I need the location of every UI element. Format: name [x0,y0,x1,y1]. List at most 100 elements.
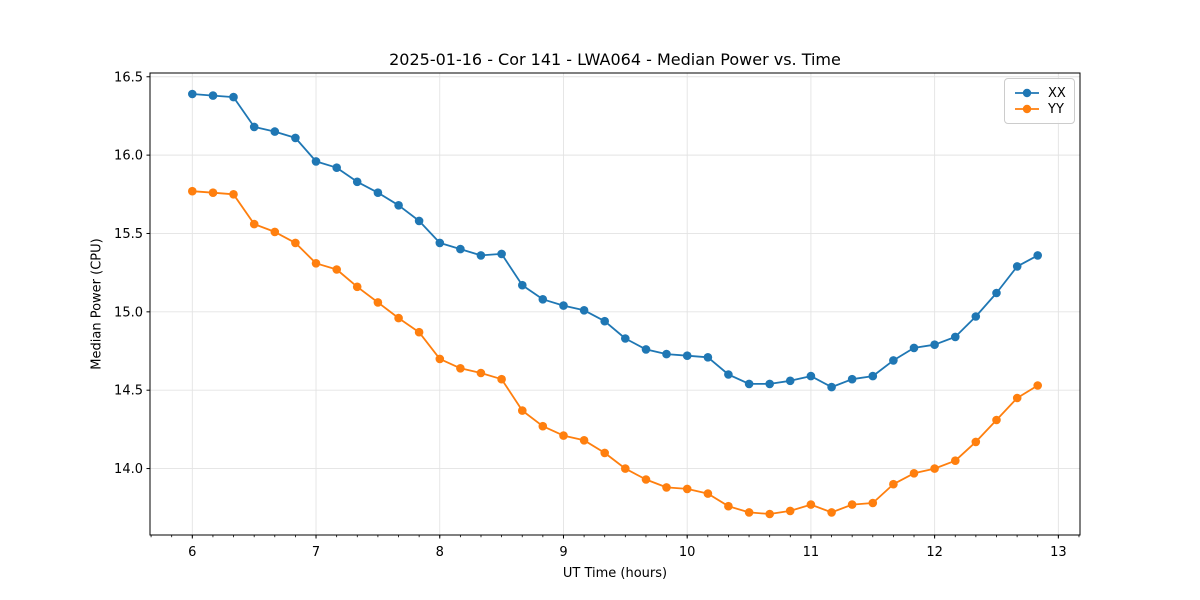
data-point-yy [188,186,197,196]
data-point-yy [641,475,651,484]
legend-label-xx: XX [1048,85,1066,101]
data-point-yy [229,190,238,199]
data-point-yy [208,188,218,197]
data-point-yy [1012,393,1022,403]
line-marker-icon [1015,88,1039,98]
data-point-yy [785,506,795,516]
legend-item-xx: XX [1013,87,1066,100]
data-point-xx [332,163,342,172]
data-point-yy [868,498,878,508]
data-point-yy [600,448,609,458]
data-point-yy [703,489,713,498]
data-point-xx [682,351,692,361]
data-point-yy [827,508,836,517]
data-point-xx [518,280,527,290]
data-point-yy [930,464,939,473]
data-point-xx [1033,251,1042,260]
data-point-xx [559,301,568,310]
data-point-yy [744,508,754,517]
data-point-xx [951,332,960,342]
data-point-yy [394,313,403,323]
data-point-xx [971,312,981,321]
data-point-xx [352,177,362,187]
data-point-yy [538,421,548,431]
data-point-yy [414,327,424,337]
data-point-xx [847,374,857,384]
y-tick-label: 14.0 [114,462,143,477]
series-line-xx [192,93,1039,389]
data-point-xx [579,306,589,315]
x-tick-label: 6 [188,545,196,560]
data-point-xx [868,371,878,381]
data-point-xx [909,343,919,353]
data-point-yy [1033,381,1042,390]
data-point-yy [889,479,898,489]
x-tick-label: 12 [926,545,943,560]
data-point-xx [641,345,651,354]
data-point-yy [682,484,692,494]
data-point-xx [1012,262,1022,271]
y-tick-label: 16.5 [114,70,143,85]
data-point-xx [476,251,486,260]
data-point-yy [847,500,857,509]
data-point-yy [971,437,981,447]
axes-spines [149,72,1081,536]
data-point-yy [352,282,362,292]
y-tick-label: 15.0 [114,305,143,320]
data-point-xx [414,216,424,226]
data-point-yy [909,469,919,478]
data-point-yy [765,509,774,519]
data-point-xx [270,127,280,136]
data-point-yy [579,436,589,445]
data-point-yy [456,364,465,373]
data-point-yy [662,483,671,492]
data-point-yy [806,500,816,509]
legend-label-yy: YY [1048,101,1064,117]
x-tick-label: 10 [679,545,696,560]
data-point-xx [930,340,939,350]
x-tick-label: 8 [436,545,444,560]
y-axis-label: Median Power (CPU) [89,238,105,370]
data-point-xx [229,92,238,102]
data-point-xx [724,370,733,379]
data-point-xx [600,316,609,326]
data-point-xx [662,349,671,359]
data-point-yy [332,265,342,274]
data-point-xx [456,244,465,254]
data-point-yy [497,374,506,384]
data-point-xx [249,122,259,132]
data-point-yy [621,464,630,473]
data-point-xx [703,353,713,362]
data-point-xx [827,382,836,392]
data-point-xx [291,133,300,143]
data-point-yy [559,431,568,440]
x-tick-label: 9 [559,545,567,560]
data-point-xx [208,91,218,100]
data-point-xx [435,238,445,248]
data-point-xx [806,371,816,381]
data-point-xx [744,379,754,389]
line-marker-icon [1015,104,1039,114]
x-tick-label: 7 [312,545,320,560]
series-line-yy [192,190,1039,515]
x-tick-label: 11 [803,545,820,560]
data-point-xx [765,379,774,389]
data-point-yy [518,406,527,415]
data-point-yy [373,298,383,307]
data-point-xx [373,188,383,197]
data-point-xx [497,249,506,259]
data-point-xx [889,356,898,365]
data-point-xx [992,288,1001,298]
data-point-xx [621,334,630,343]
data-point-xx [311,157,321,166]
y-tick-label: 16.0 [114,149,143,164]
x-tick-label: 13 [1050,545,1067,560]
legend: XX YY [1004,78,1075,124]
y-tick-label: 15.5 [114,227,143,242]
data-point-yy [435,354,445,364]
x-axis-label: UT Time (hours) [562,566,668,581]
data-point-yy [476,368,486,378]
chart-title: 2025-01-16 - Cor 141 - LWA064 - Median P… [389,50,841,69]
y-tick-label: 14.5 [114,384,143,399]
data-point-xx [538,295,548,304]
